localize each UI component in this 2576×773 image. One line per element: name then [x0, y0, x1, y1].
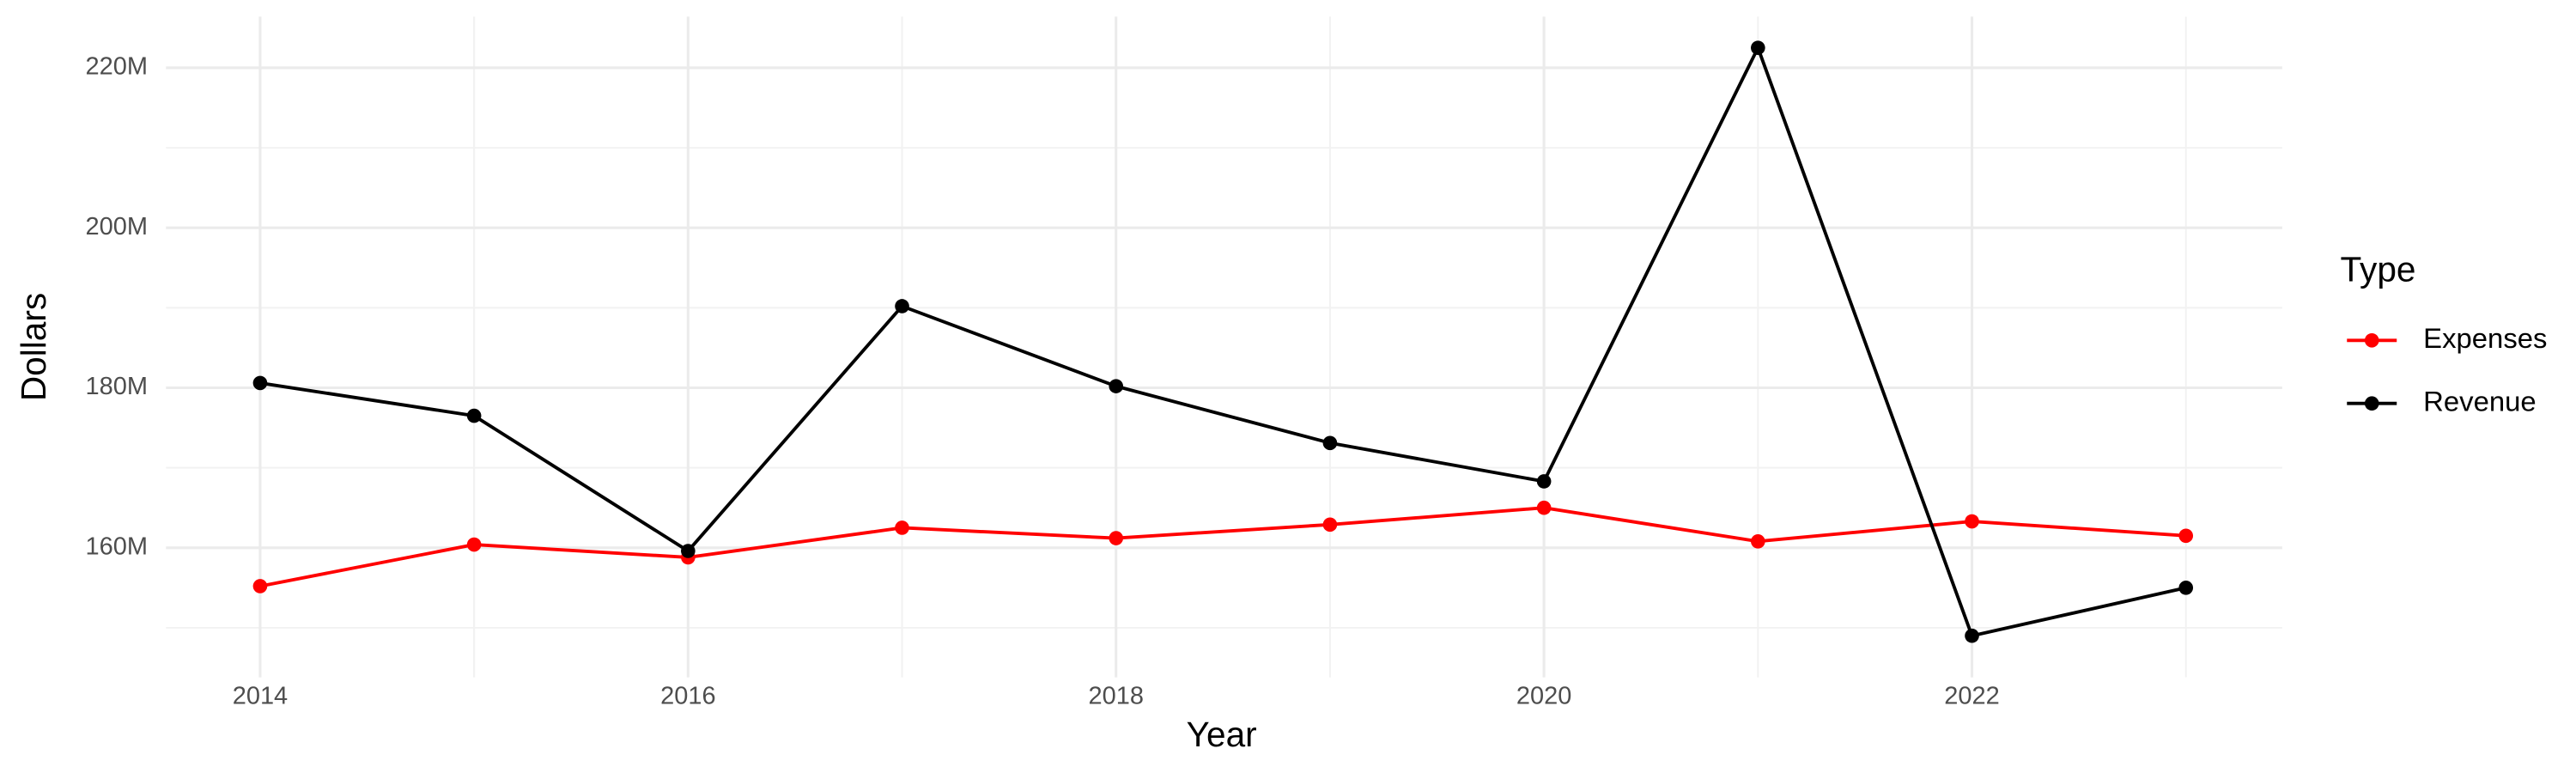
x-axis-title: Year: [1187, 715, 1257, 754]
y-tick-label: 220M: [86, 53, 149, 81]
x-tick-label: 2020: [1516, 683, 1571, 710]
legend-label: Expenses: [2423, 322, 2547, 354]
point: [1965, 514, 1979, 529]
point: [252, 579, 268, 593]
point: [1109, 379, 1124, 393]
point: [1536, 474, 1552, 489]
point: [466, 408, 482, 423]
point: [1965, 628, 1979, 643]
legend-title: Type: [2341, 250, 2416, 289]
x-tick-label: 2016: [660, 683, 715, 710]
point: [1751, 40, 1765, 55]
point: [252, 375, 268, 391]
point: [895, 299, 909, 313]
point: [1751, 534, 1765, 549]
y-tick-label: 160M: [86, 533, 149, 560]
legend-label: Revenue: [2423, 385, 2537, 417]
point: [681, 544, 696, 558]
point: [1536, 500, 1552, 515]
legend-key-point: [2364, 396, 2379, 411]
point: [1322, 517, 1338, 533]
y-axis-title: Dollars: [14, 293, 53, 401]
legend-key-point: [2364, 332, 2379, 348]
series-line: [259, 506, 2186, 588]
y-tick-label: 180M: [86, 373, 149, 400]
point: [2178, 581, 2194, 595]
x-tick-label: 2018: [1088, 683, 1143, 710]
point: [466, 537, 482, 552]
y-tick-label: 200M: [86, 213, 149, 240]
x-tick-label: 2014: [233, 683, 288, 710]
x-tick-label: 2022: [1944, 683, 1999, 710]
point: [2178, 528, 2194, 544]
point: [895, 520, 909, 535]
point: [1322, 435, 1338, 451]
point: [1109, 531, 1124, 545]
series-line: [259, 43, 2187, 638]
